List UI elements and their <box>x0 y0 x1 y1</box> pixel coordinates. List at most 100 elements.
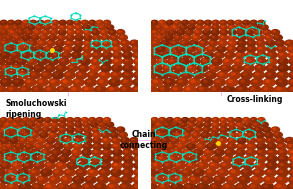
Circle shape <box>52 128 54 130</box>
Circle shape <box>134 185 138 187</box>
Circle shape <box>148 133 151 135</box>
Circle shape <box>151 127 159 132</box>
Circle shape <box>137 132 146 138</box>
Circle shape <box>156 58 167 65</box>
Circle shape <box>92 123 94 125</box>
Circle shape <box>58 66 62 68</box>
Circle shape <box>148 144 151 146</box>
Circle shape <box>183 183 196 189</box>
Circle shape <box>244 119 246 120</box>
Circle shape <box>37 20 44 25</box>
Circle shape <box>185 53 188 55</box>
Circle shape <box>158 144 161 146</box>
Circle shape <box>230 26 232 27</box>
Circle shape <box>112 36 115 38</box>
Circle shape <box>220 162 231 169</box>
Circle shape <box>76 26 79 27</box>
Circle shape <box>250 118 257 122</box>
Circle shape <box>145 86 157 94</box>
Circle shape <box>17 127 25 132</box>
Circle shape <box>23 162 33 169</box>
Circle shape <box>192 157 195 159</box>
Circle shape <box>77 36 79 38</box>
FancyArrowPatch shape <box>136 140 153 141</box>
Circle shape <box>133 78 145 86</box>
Circle shape <box>134 47 137 49</box>
Circle shape <box>145 53 148 55</box>
Circle shape <box>93 128 96 130</box>
Circle shape <box>93 137 102 143</box>
Circle shape <box>236 122 244 127</box>
Circle shape <box>136 66 139 68</box>
Circle shape <box>168 47 171 49</box>
Circle shape <box>148 73 151 75</box>
Circle shape <box>104 144 107 146</box>
Circle shape <box>112 162 122 169</box>
Circle shape <box>76 71 87 79</box>
Circle shape <box>0 58 5 65</box>
Circle shape <box>183 86 196 94</box>
Circle shape <box>110 35 119 40</box>
Circle shape <box>198 144 201 146</box>
Circle shape <box>273 132 282 138</box>
Circle shape <box>185 64 197 72</box>
Circle shape <box>22 88 25 90</box>
Circle shape <box>125 53 128 55</box>
Circle shape <box>236 157 239 159</box>
Circle shape <box>160 73 163 75</box>
Circle shape <box>2 66 6 68</box>
Circle shape <box>252 122 260 127</box>
Circle shape <box>197 64 208 72</box>
Circle shape <box>229 71 241 79</box>
Circle shape <box>194 36 196 38</box>
Circle shape <box>153 150 156 153</box>
Circle shape <box>52 169 64 176</box>
Circle shape <box>99 80 103 82</box>
Circle shape <box>94 183 107 189</box>
Circle shape <box>65 137 74 143</box>
Circle shape <box>163 176 176 184</box>
Circle shape <box>248 144 251 146</box>
Circle shape <box>122 143 131 149</box>
Circle shape <box>68 133 71 135</box>
Circle shape <box>246 163 249 166</box>
Circle shape <box>239 47 241 49</box>
Circle shape <box>60 128 62 130</box>
Circle shape <box>8 127 16 132</box>
Circle shape <box>186 143 196 149</box>
Circle shape <box>17 47 20 49</box>
Circle shape <box>136 80 139 82</box>
Circle shape <box>181 71 193 79</box>
Circle shape <box>93 35 101 40</box>
Circle shape <box>157 123 159 125</box>
Circle shape <box>252 21 254 23</box>
Circle shape <box>202 30 211 35</box>
Circle shape <box>74 20 81 25</box>
Circle shape <box>205 123 208 125</box>
Circle shape <box>278 177 282 180</box>
Circle shape <box>36 78 48 86</box>
Circle shape <box>168 21 170 23</box>
Circle shape <box>18 71 29 79</box>
Circle shape <box>94 150 97 153</box>
Circle shape <box>32 73 35 75</box>
Circle shape <box>183 35 192 40</box>
Circle shape <box>122 41 125 43</box>
Circle shape <box>155 122 163 127</box>
Circle shape <box>255 35 264 40</box>
Circle shape <box>156 143 166 149</box>
Circle shape <box>163 78 176 86</box>
Circle shape <box>191 80 195 82</box>
Circle shape <box>21 149 30 156</box>
Circle shape <box>21 139 23 141</box>
Circle shape <box>236 119 239 120</box>
Circle shape <box>166 46 176 52</box>
Circle shape <box>2 21 4 23</box>
Circle shape <box>202 127 211 132</box>
Circle shape <box>12 122 20 127</box>
Circle shape <box>290 150 293 153</box>
Circle shape <box>144 41 146 43</box>
Circle shape <box>292 163 293 166</box>
Circle shape <box>36 163 39 166</box>
Circle shape <box>25 127 33 132</box>
